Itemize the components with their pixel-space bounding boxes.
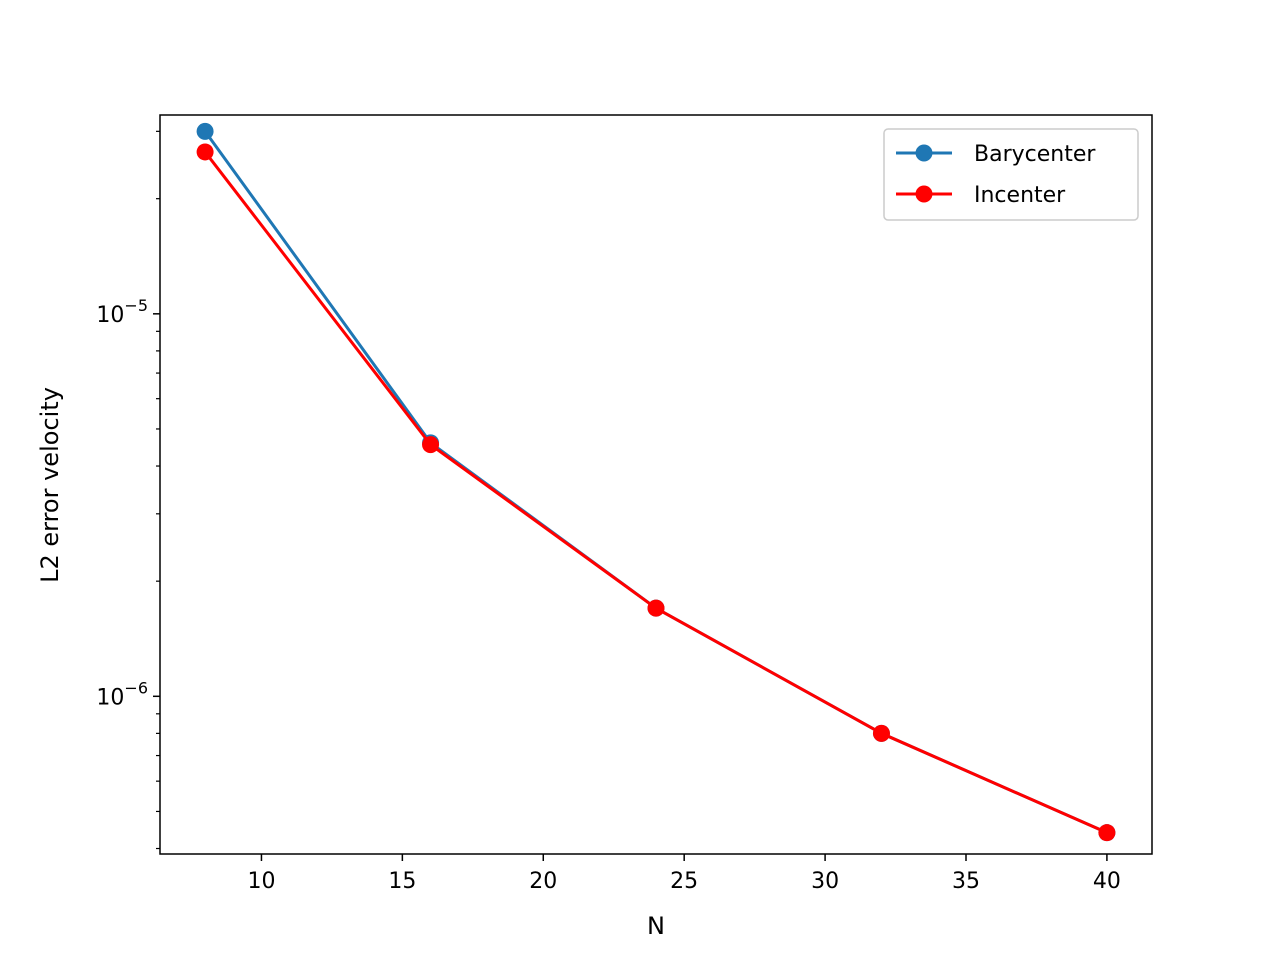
x-axis: 10 15 20 25 30 35 40 xyxy=(247,854,1121,894)
data-point-incenter xyxy=(422,436,440,454)
x-tick-label: 35 xyxy=(952,869,980,894)
data-point-incenter xyxy=(196,143,214,161)
y-tick-label-base: 10 xyxy=(96,685,124,710)
x-axis-label: N xyxy=(647,912,665,940)
y-tick-label-exponent: −6 xyxy=(124,678,148,697)
y-tick-label: 10−6 xyxy=(96,678,148,710)
x-tick-label: 20 xyxy=(529,869,557,894)
y-axis-label: L2 error velocity xyxy=(36,387,64,583)
x-tick-label: 30 xyxy=(811,869,839,894)
legend-marker-incenter xyxy=(915,185,933,203)
series-layer xyxy=(196,122,1116,842)
x-tick-label: 15 xyxy=(388,869,416,894)
y-tick-label: 10−5 xyxy=(96,296,148,328)
x-tick-label: 40 xyxy=(1093,869,1121,894)
y-tick-label-exponent: −5 xyxy=(124,296,148,315)
x-tick-label: 10 xyxy=(247,869,275,894)
x-tick-label: 25 xyxy=(670,869,698,894)
data-point-barycenter xyxy=(196,122,214,140)
data-point-incenter xyxy=(647,599,665,617)
plot-frame xyxy=(159,114,1153,855)
data-point-incenter xyxy=(1098,824,1116,842)
legend-marker-barycenter xyxy=(915,144,933,162)
y-tick-label-base: 10 xyxy=(96,303,124,328)
legend: Barycenter Incenter xyxy=(883,128,1139,221)
legend-label-barycenter: Barycenter xyxy=(974,142,1096,167)
y-axis: 10−610−5 xyxy=(96,130,160,850)
legend-label-incenter: Incenter xyxy=(974,183,1066,208)
data-point-incenter xyxy=(872,724,890,742)
